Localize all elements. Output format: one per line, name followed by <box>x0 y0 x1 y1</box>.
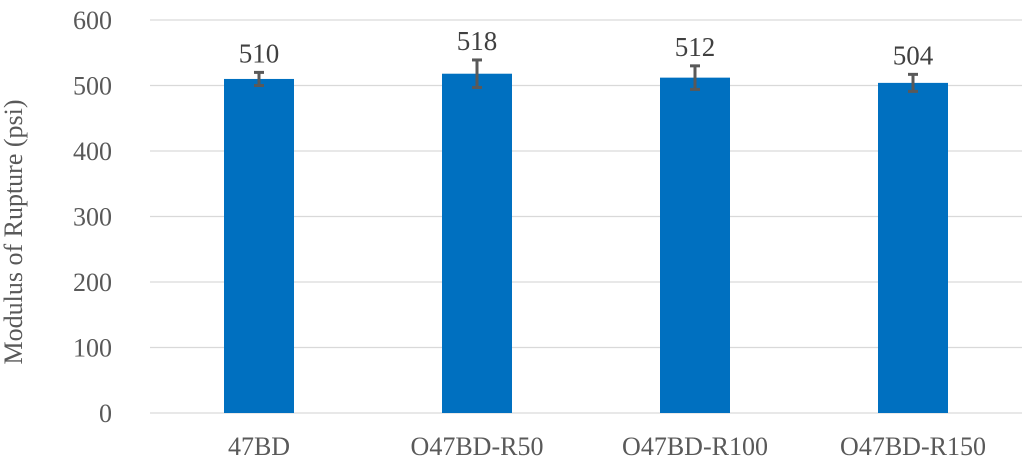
error-bars <box>254 58 918 93</box>
x-tick-label-47BD: 47BD <box>228 432 290 461</box>
bar-47BD <box>224 78 294 413</box>
bars <box>224 73 948 414</box>
bar-O47BD-R150 <box>878 82 948 413</box>
data-label-O47BD-R150: 504 <box>893 40 934 70</box>
data-label-O47BD-R100: 512 <box>675 32 716 62</box>
data-label-47BD: 510 <box>239 38 280 68</box>
bar-O47BD-R50 <box>442 73 512 414</box>
y-tick-label: 0 <box>99 399 112 428</box>
x-tick-label-O47BD-R100: O47BD-R100 <box>622 432 768 461</box>
y-tick-label: 300 <box>73 203 112 232</box>
error-bar-O47BD-R150 <box>908 72 918 93</box>
error-bar-O47BD-R50 <box>472 58 482 89</box>
y-tick-label: 600 <box>73 6 112 35</box>
y-axis-title: Modulus of Rupture (psi) <box>0 99 28 364</box>
x-axis-categories: 47BD O47BD-R50 O47BD-R100 O47BD-R150 <box>228 432 986 461</box>
gridlines <box>150 19 1022 414</box>
y-tick-label: 500 <box>73 72 112 101</box>
bar-O47BD-R100 <box>660 77 730 413</box>
data-labels: 510 518 512 504 <box>239 26 934 70</box>
y-tick-label: 400 <box>73 137 112 166</box>
x-tick-label-O47BD-R150: O47BD-R150 <box>840 432 986 461</box>
y-axis-ticks: 0 100 200 300 400 500 600 <box>73 6 112 428</box>
x-tick-label-O47BD-R50: O47BD-R50 <box>411 432 544 461</box>
error-bar-O47BD-R100 <box>690 64 700 91</box>
y-tick-label: 100 <box>73 334 112 363</box>
data-label-O47BD-R50: 518 <box>457 26 498 56</box>
error-bar-47BD <box>254 70 264 87</box>
y-tick-label: 200 <box>73 268 112 297</box>
